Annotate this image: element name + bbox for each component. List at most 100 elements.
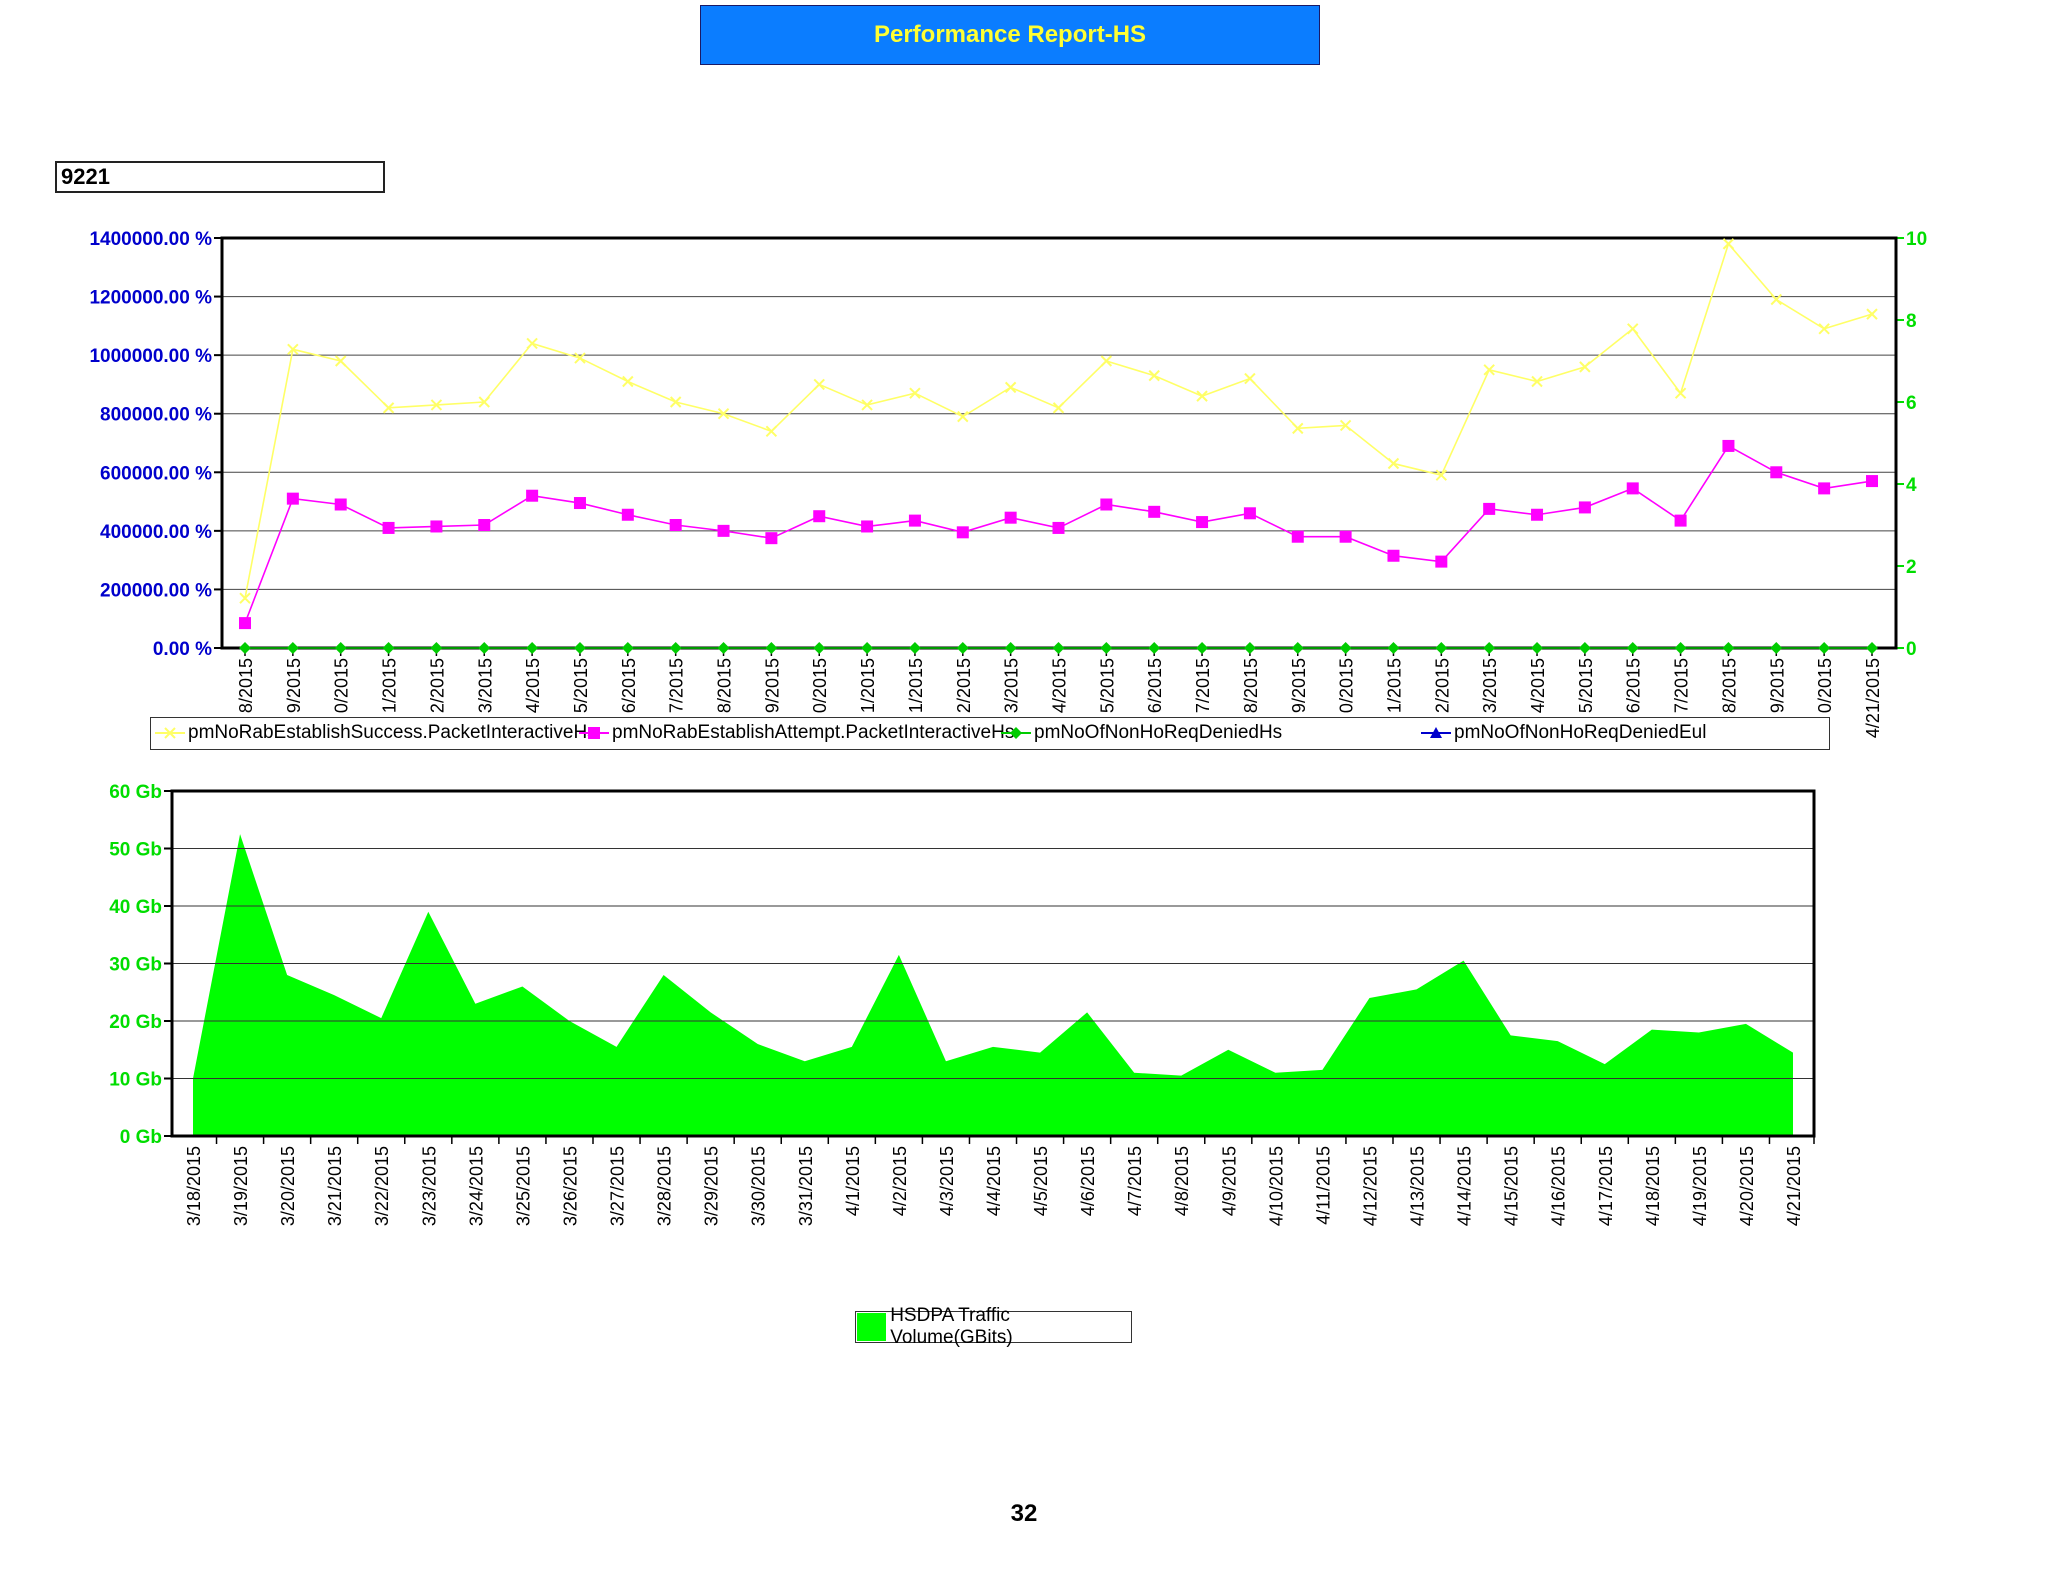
x-tick-label: 2/2015 [954,658,974,713]
data-point [1579,361,1591,373]
data-point [334,498,347,511]
x-tick-label: 3/21/2015 [325,1146,345,1226]
y-right-tick-label: 0 [1906,639,1917,660]
x-tick-label: 3/20/2015 [278,1146,298,1226]
legend-label: pmNoOfNonHoReqDeniedHs [1034,722,1283,743]
x-tick-label: 3/24/2015 [466,1146,486,1226]
data-point [813,378,825,391]
x-tick-label: 3/25/2015 [513,1146,533,1226]
data-point [382,521,395,534]
x-tick-label: 3/26/2015 [560,1146,580,1226]
x-tick-label: 4/5/2015 [1031,1146,1051,1216]
data-point [813,510,826,523]
data-point [1483,642,1496,654]
x-tick-label: 6/2015 [619,658,639,713]
x-tick-label: 4/12/2015 [1360,1146,1380,1226]
x-tick-label: 3/23/2015 [419,1146,439,1226]
y-left-tick-label: 1400000.00 % [89,229,212,250]
legend-item-denied-hs: pmNoOfNonHoReqDeniedHs [1001,722,1282,744]
data-point [813,642,826,654]
x-tick-label: 3/27/2015 [608,1146,628,1226]
legend-marker-square-icon [579,723,609,743]
y-left-tick-label: 600000.00 % [100,463,212,484]
data-point [669,396,682,408]
x-tick-label: 3/31/2015 [796,1146,816,1226]
x-tick-label: 3/28/2015 [655,1146,675,1226]
x-tick-label: 0/2015 [332,658,352,713]
x-tick-label: 2/2015 [1432,658,1452,713]
data-point [1052,642,1065,654]
data-point [1052,521,1065,534]
data-point [334,355,347,367]
traffic-chart-legend: HSDPA Traffic Volume(GBits) [855,1305,1132,1348]
x-tick-label: 0/2015 [1815,658,1835,713]
data-point [1387,457,1400,470]
data-point [1291,642,1304,654]
data-point [765,642,778,654]
x-tick-label: 0/2015 [1337,658,1357,713]
x-tick-label: 4/2015 [1528,658,1548,713]
x-tick-label: 9/2015 [1289,658,1309,713]
data-point [1292,422,1304,435]
x-tick-label: 4/13/2015 [1408,1146,1428,1226]
data-point [669,519,682,531]
data-point [239,617,251,630]
x-tick-label: 1/2015 [1384,658,1404,713]
data-point [908,514,921,527]
data-point [430,520,443,533]
x-tick-label: 9/2015 [1767,658,1787,713]
y-right-tick-label: 8 [1906,311,1917,332]
legend-marker-x-icon [155,723,185,743]
data-point [287,343,299,355]
x-tick-label: 4/2/2015 [890,1146,910,1216]
data-point [1148,505,1161,518]
data-point [956,642,969,654]
x-tick-label: 4/17/2015 [1596,1146,1616,1226]
data-point [1196,390,1208,402]
x-tick-label: 4/11/2015 [1313,1146,1333,1225]
data-point [1722,642,1735,654]
legend-item-attempt: pmNoRabEstablishAttempt.PacketInteractiv… [579,722,1014,744]
data-point [1626,482,1639,495]
data-point [621,508,634,521]
y-left-tick-label: 800000.00 % [100,405,212,426]
data-point [1866,308,1878,320]
data-point [1435,469,1448,481]
kpi-chart-legend: pmNoRabEstablishSuccess.PacketInteractiv… [150,717,1830,750]
data-point [1435,555,1448,568]
data-point [1674,642,1687,654]
x-tick-label: 3/19/2015 [231,1146,251,1226]
x-tick-label: 9/2015 [762,658,782,713]
data-point [1339,419,1352,432]
data-point [1578,642,1591,654]
data-point [1818,642,1831,654]
data-point [908,642,921,654]
y-tick-label: 0 Gb [120,1127,162,1148]
traffic-area-chart: 0 Gb 10 Gb 20 Gb 30 Gb 40 Gb 50 Gb 60 Gb 3/18/2… [109,782,1816,1226]
data-point [286,492,299,505]
y-right-tick-label: 6 [1906,393,1917,414]
data-point [1531,642,1544,654]
data-point [1004,381,1017,394]
legend-label: pmNoRabEstablishAttempt.PacketInteractiv… [612,722,1015,743]
legend-label: pmNoOfNonHoReqDeniedEul [1454,722,1707,743]
data-point [1531,375,1543,388]
traffic-area [193,834,1793,1136]
x-tick-label: 4/19/2015 [1690,1146,1710,1226]
plot-area [222,238,1896,648]
x-tick-label: 4/2015 [1050,658,1070,713]
data-point [1004,511,1017,524]
x-tick-label: 4/21/2015 [1784,1146,1804,1226]
report-title: Performance Report-HS [700,5,1320,65]
data-point [430,399,443,411]
data-point [861,642,874,654]
x-tick-label: 4/9/2015 [1219,1146,1239,1216]
x-tick-label: 4/4/2015 [984,1146,1004,1216]
data-point [717,524,730,537]
legend-marker-triangle-icon [1421,723,1451,743]
x-tick-label: 1/2015 [380,658,400,713]
x-tick-label: 4/18/2015 [1643,1146,1663,1226]
legend-swatch-icon [857,1313,887,1341]
x-tick-label: 3/18/2015 [184,1146,204,1226]
data-point [526,489,539,502]
